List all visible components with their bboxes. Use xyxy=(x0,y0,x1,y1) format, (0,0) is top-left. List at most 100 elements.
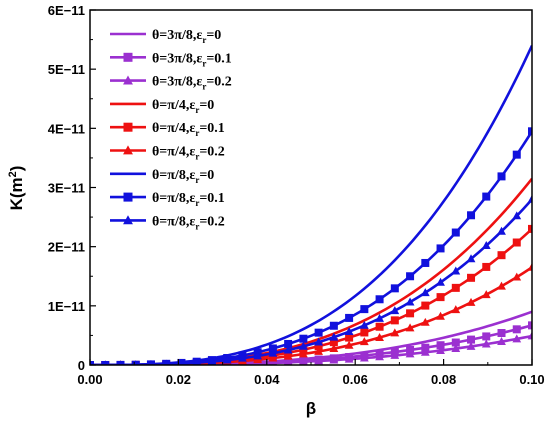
legend-label: θ=3π/8,εr=0 xyxy=(152,28,221,45)
data-point xyxy=(466,254,476,263)
data-point xyxy=(390,350,400,359)
series-line xyxy=(90,310,532,365)
y-axis-title: K(m2) xyxy=(7,166,26,211)
data-point xyxy=(375,313,384,322)
legend-item: θ=π/4,εr=0 xyxy=(110,98,214,115)
data-point xyxy=(329,321,338,330)
data-point xyxy=(284,357,293,365)
data-point xyxy=(482,262,491,271)
data-point xyxy=(268,353,278,362)
x-tick-label: 0.10 xyxy=(519,372,544,387)
data-point xyxy=(123,122,133,132)
legend-item: θ=π/8,εr=0.2 xyxy=(110,214,225,231)
data-point xyxy=(298,341,308,350)
data-point xyxy=(344,340,354,349)
data-point xyxy=(344,354,354,363)
data-point xyxy=(405,323,415,332)
data-point xyxy=(451,283,460,292)
x-axis-title: β xyxy=(306,399,316,418)
data-point xyxy=(123,52,133,62)
data-point xyxy=(512,211,522,220)
data-point xyxy=(359,320,369,329)
y-tick-label: 4E−11 xyxy=(48,121,85,136)
data-point xyxy=(421,301,430,310)
data-point xyxy=(283,351,293,360)
data-point xyxy=(375,322,384,331)
data-point xyxy=(253,351,263,360)
data-point xyxy=(222,355,232,364)
data-point xyxy=(497,226,506,235)
data-point xyxy=(390,316,399,325)
data-point xyxy=(406,272,415,281)
data-point xyxy=(238,353,247,362)
y-tick-label: 3E−11 xyxy=(48,181,85,196)
data-point xyxy=(375,295,384,304)
data-point xyxy=(497,329,506,338)
x-tick-label: 0.00 xyxy=(77,372,102,387)
data-point xyxy=(390,328,400,337)
legend-item: θ=π/4,εr=0.1 xyxy=(110,121,225,138)
data-point xyxy=(375,352,384,361)
data-point xyxy=(390,284,399,293)
data-point xyxy=(527,194,532,203)
data-point xyxy=(329,355,339,364)
data-point xyxy=(420,288,430,297)
data-point xyxy=(497,281,506,290)
data-point xyxy=(405,297,415,306)
x-tick-label: 0.08 xyxy=(431,372,456,387)
data-point xyxy=(420,317,430,326)
y-tick-label: 5E−11 xyxy=(48,62,85,77)
x-tick-label: 0.04 xyxy=(254,372,280,387)
data-point xyxy=(482,332,491,341)
data-point xyxy=(192,358,201,365)
data-point xyxy=(481,290,491,299)
data-point xyxy=(512,325,521,334)
legend-label: θ=π/4,εr=0.1 xyxy=(152,121,225,138)
legend-label: θ=π/4,εr=0.2 xyxy=(152,145,225,162)
data-point xyxy=(467,273,476,282)
data-point xyxy=(329,338,338,347)
data-point xyxy=(436,341,445,350)
legend-item: θ=3π/8,εr=0.2 xyxy=(110,75,232,92)
data-point xyxy=(451,266,461,275)
data-point xyxy=(314,346,324,355)
legend-item: θ=3π/8,εr=0 xyxy=(110,28,221,45)
data-point xyxy=(451,305,461,314)
data-point xyxy=(528,321,532,330)
data-point xyxy=(345,313,354,322)
data-point xyxy=(345,333,354,342)
data-point xyxy=(360,328,369,337)
data-point xyxy=(512,238,521,247)
series xyxy=(90,194,532,365)
data-point xyxy=(360,305,369,314)
data-point xyxy=(451,338,460,347)
data-point xyxy=(163,359,170,365)
data-point xyxy=(481,339,491,348)
data-point xyxy=(314,328,323,337)
legend-label: θ=π/8,εr=0.2 xyxy=(152,214,225,231)
legend-label: θ=π/4,εr=0 xyxy=(152,98,214,115)
y-tick-label: 2E−11 xyxy=(48,240,85,255)
legend-item: θ=3π/8,εr=0.1 xyxy=(110,51,232,68)
data-point xyxy=(421,343,430,352)
data-point xyxy=(90,361,94,365)
data-point xyxy=(497,251,506,260)
legend-label: θ=π/8,εr=0.1 xyxy=(152,191,225,208)
data-point xyxy=(421,258,430,267)
data-point xyxy=(314,337,324,346)
data-point xyxy=(528,224,532,233)
data-point xyxy=(512,150,521,159)
data-point xyxy=(314,342,323,351)
data-point xyxy=(406,309,415,318)
series-layer xyxy=(90,44,532,365)
data-point xyxy=(528,127,532,136)
data-point xyxy=(283,345,293,354)
y-tick-label: 6E−11 xyxy=(48,3,85,18)
y-axis: 0 1E−11 2E−11 3E−11 4E−11 5E−11 6E−11 xyxy=(48,3,96,373)
data-point xyxy=(527,262,532,271)
data-point xyxy=(375,332,384,341)
data-point xyxy=(436,244,445,253)
data-point xyxy=(329,332,339,341)
data-point xyxy=(148,360,154,365)
